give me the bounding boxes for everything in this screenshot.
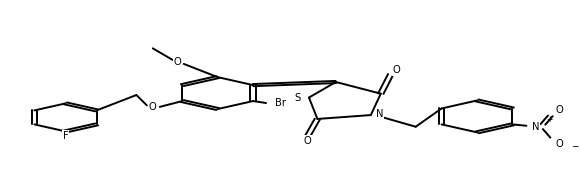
Text: +: + [546, 115, 553, 124]
Text: −: − [571, 141, 578, 150]
Text: O: O [556, 139, 563, 149]
Text: O: O [174, 57, 182, 67]
Text: N: N [532, 122, 539, 132]
Text: N: N [376, 108, 383, 118]
Text: Br: Br [275, 98, 286, 108]
Text: F: F [63, 131, 68, 141]
Text: O: O [556, 105, 563, 115]
Text: S: S [295, 93, 301, 103]
Text: O: O [393, 65, 401, 75]
Text: O: O [303, 136, 311, 146]
Text: O: O [149, 102, 157, 112]
